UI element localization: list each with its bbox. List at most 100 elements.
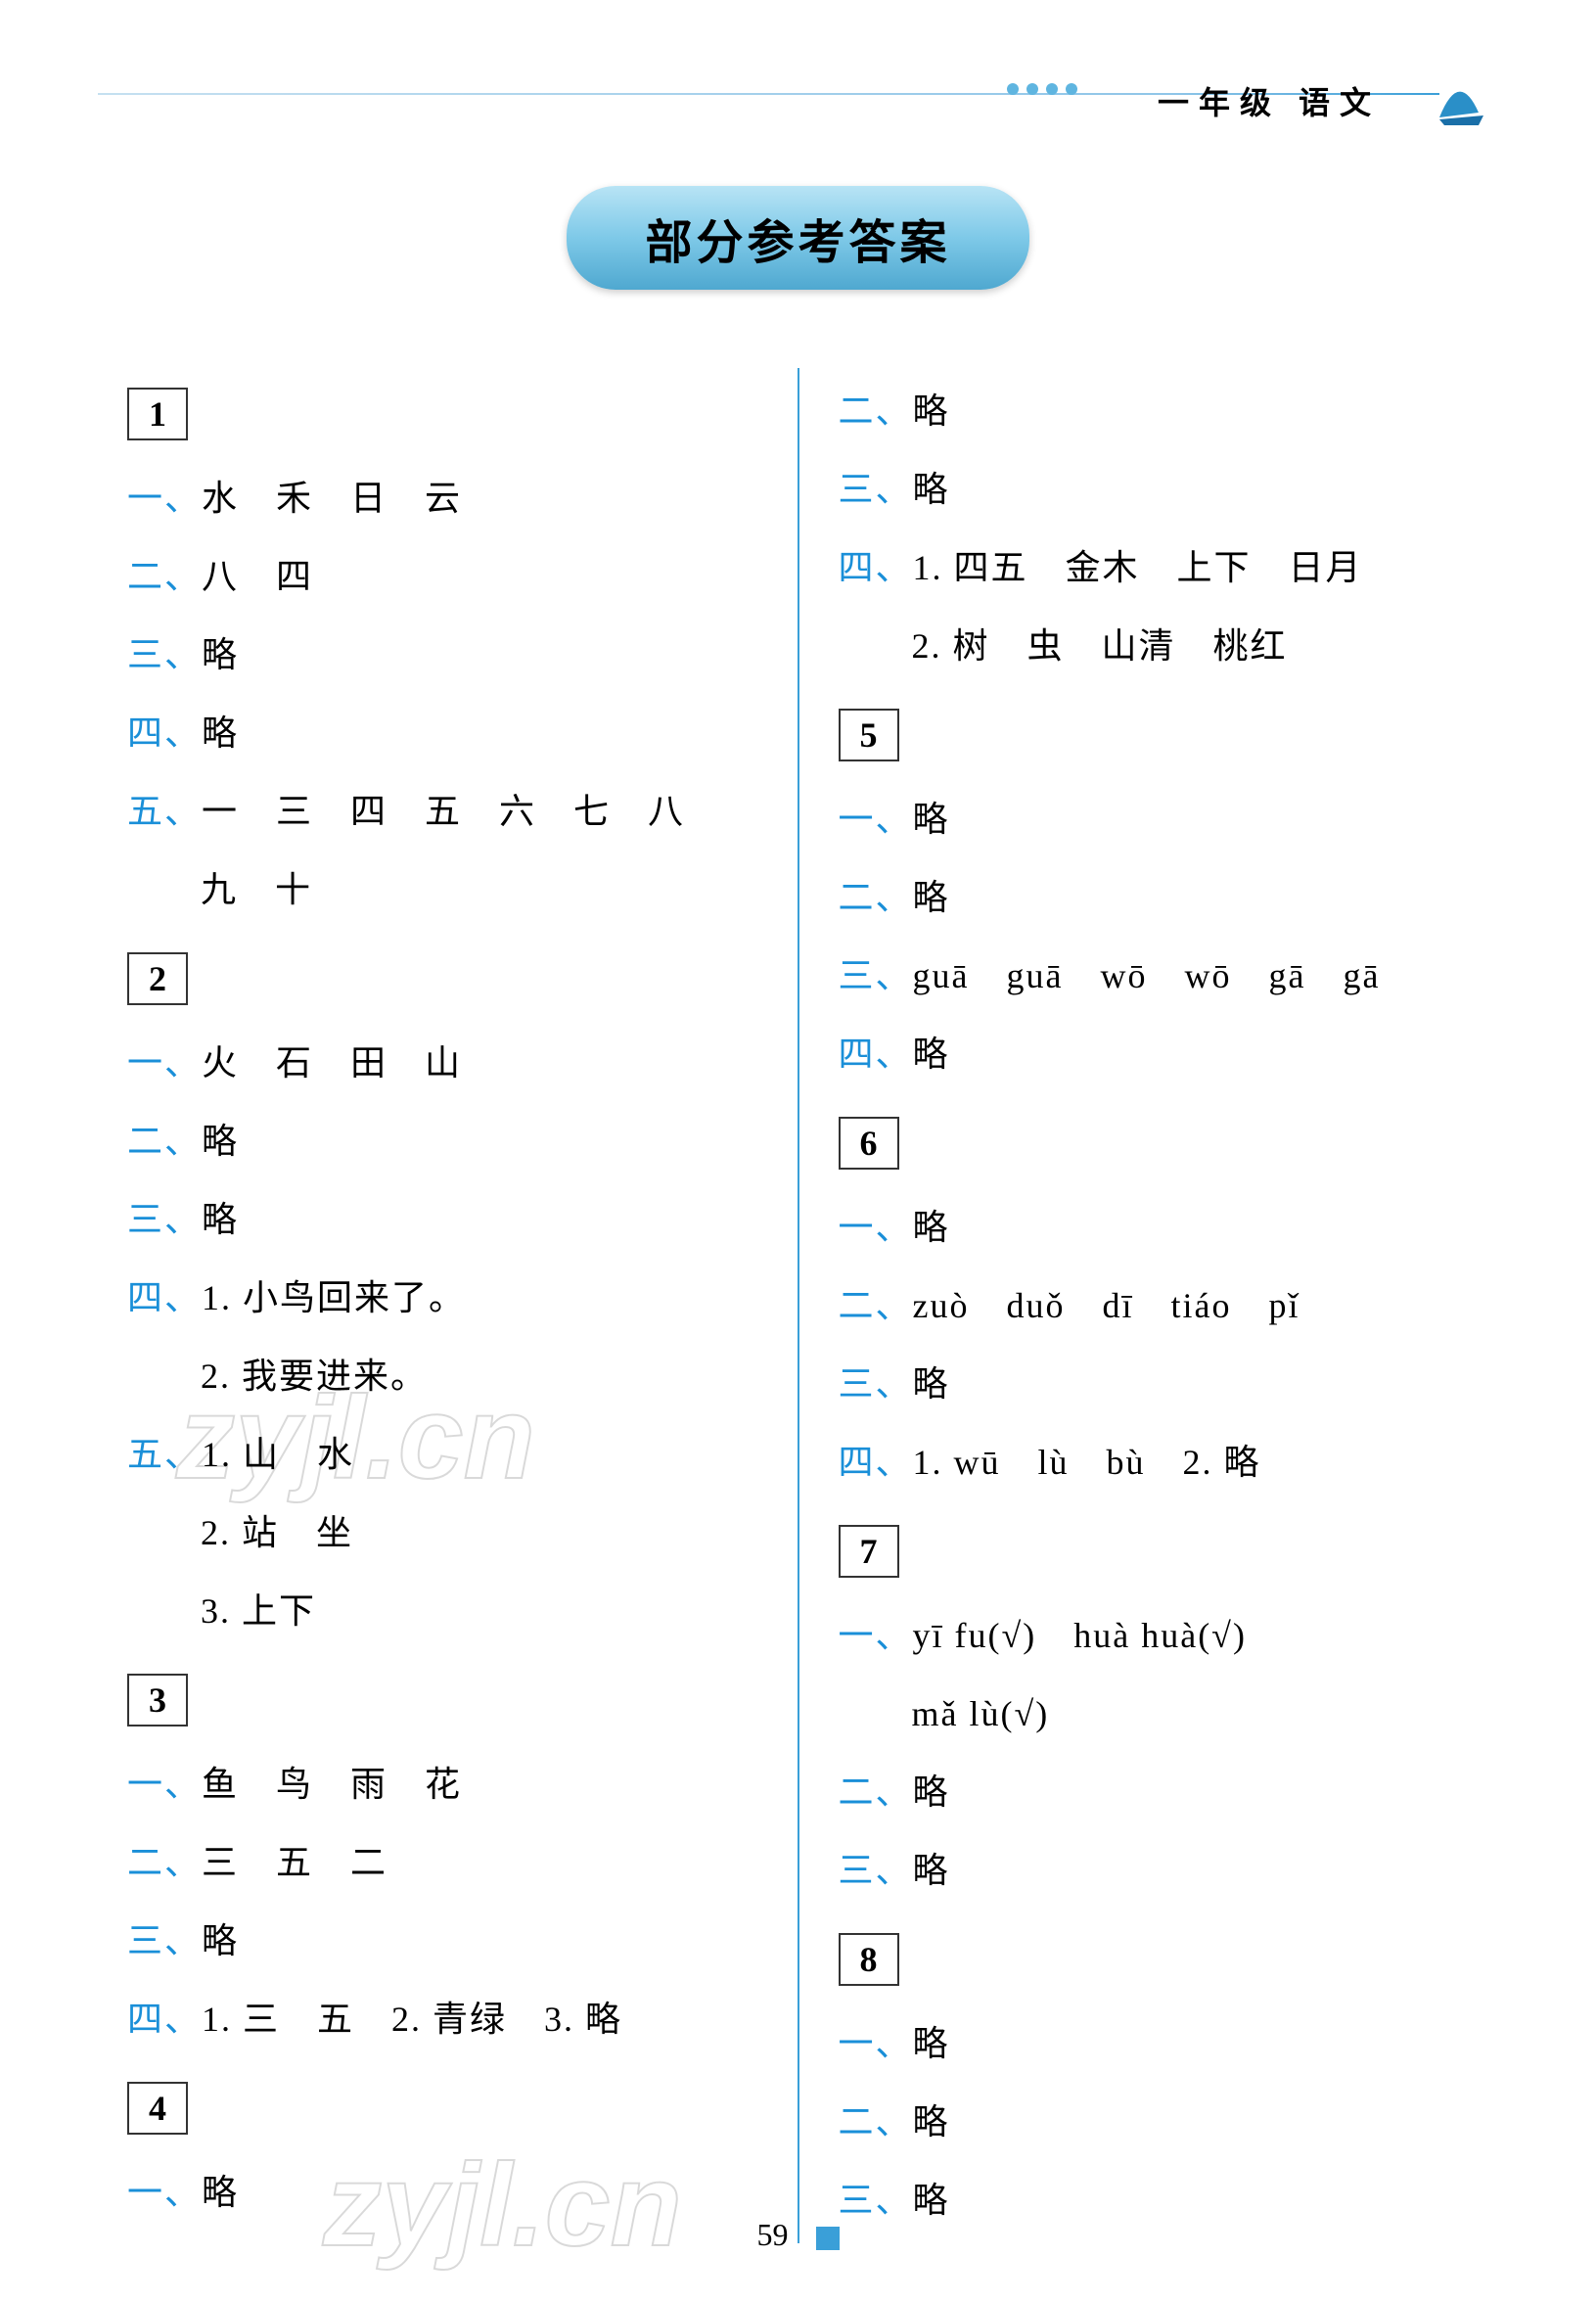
answer-line: 二、略 [839, 862, 1470, 933]
answer-line: 一、略 [127, 2157, 758, 2228]
answer-text: 略 [202, 635, 239, 674]
answer-line: 四、略 [839, 1019, 1470, 1089]
item-number: 二、 [127, 1122, 202, 1161]
answer-line: 三、guā guā wō wō gā gā [839, 941, 1470, 1011]
answer-text: yī fu(√) huà huà(√) [913, 1616, 1247, 1655]
item-number: 一、 [127, 479, 202, 518]
answer-text: 略 [913, 2024, 950, 2063]
answer-line: 2. 站 坐 [127, 1497, 758, 1568]
answer-line: 四、1. 三 五 2. 青绿 3. 略 [127, 1984, 758, 2054]
section-number: 4 [127, 2082, 188, 2135]
item-number: 四、 [839, 1443, 913, 1482]
item-number: 一、 [127, 1765, 202, 1804]
page-title: 部分参考答案 [645, 217, 950, 269]
answer-line: 四、1. 小鸟回来了。 [127, 1263, 758, 1333]
answer-text: 2. 树 虫 山清 桃红 [912, 626, 1288, 666]
content-area: 1一、水 禾 日 云二、八 四三、略四、略五、一 三 四 五 六 七 八九 十2… [98, 368, 1498, 2243]
answer-line: 九 十 [127, 854, 758, 925]
answer-line: 二、八 四 [127, 541, 758, 612]
answer-text: 略 [913, 1035, 950, 1074]
sail-icon [1430, 59, 1488, 127]
answer-line: 三、略 [839, 2165, 1470, 2235]
answer-text: 略 [202, 1122, 239, 1161]
answer-text: mǎ lù(√) [912, 1694, 1050, 1733]
item-number: 四、 [127, 1278, 202, 1317]
answer-text: 八 四 [202, 557, 313, 596]
answer-text: 略 [913, 800, 950, 839]
item-number: 五、 [127, 1435, 202, 1474]
answer-text: 略 [913, 2181, 950, 2220]
answer-line: 二、三 五 二 [127, 1827, 758, 1898]
item-number: 一、 [839, 1616, 913, 1655]
section-number: 6 [839, 1117, 899, 1170]
page-header: 一年级 语文 [98, 49, 1498, 147]
title-container: 部分参考答案 [98, 186, 1498, 290]
answer-text: 略 [202, 714, 239, 753]
answer-line: 二、略 [839, 2087, 1470, 2157]
answer-text: 1. 三 五 2. 青绿 3. 略 [202, 2000, 622, 2039]
section-number: 2 [127, 952, 188, 1005]
page-marker-icon [816, 2227, 840, 2250]
answer-line: 二、zuò duǒ dī tiáo pǐ [839, 1270, 1470, 1341]
answer-text: 略 [913, 1208, 950, 1247]
answer-line: 五、一 三 四 五 六 七 八 [127, 776, 758, 847]
item-number: 三、 [839, 2181, 913, 2220]
header-grade-subject: 一年级 语文 [1158, 78, 1381, 123]
answer-text: 1. 山 水 [202, 1435, 354, 1474]
item-number: 一、 [839, 1208, 913, 1247]
answer-line: 三、略 [839, 1835, 1470, 1906]
item-number: 五、 [127, 792, 202, 831]
answer-text: 略 [913, 391, 950, 431]
section-number: 8 [839, 1933, 899, 1986]
right-column: 二、略三、略四、1. 四五 金木 上下 日月2. 树 虫 山清 桃红5一、略二、… [809, 368, 1499, 2243]
item-number: 三、 [839, 956, 913, 995]
answer-text: zuò duǒ dī tiáo pǐ [913, 1286, 1300, 1325]
answer-line: 一、yī fu(√) huà huà(√) [839, 1600, 1470, 1671]
answer-text: 略 [202, 1921, 239, 1960]
section-number: 5 [839, 709, 899, 761]
item-number: 一、 [839, 2024, 913, 2063]
answer-line: 四、1. wū lù bù 2. 略 [839, 1427, 1470, 1497]
answer-line: 一、火 石 田 山 [127, 1028, 758, 1098]
section-number: 1 [127, 388, 188, 440]
column-divider [798, 368, 799, 2243]
answer-text: 水 禾 日 云 [202, 479, 462, 518]
header-dots [1007, 83, 1077, 95]
item-number: 一、 [127, 2173, 202, 2212]
answer-line: 四、略 [127, 698, 758, 768]
answer-text: 3. 上下 [201, 1591, 316, 1631]
item-number: 三、 [839, 1851, 913, 1890]
answer-text: 鱼 鸟 雨 花 [202, 1765, 462, 1804]
answer-text: 火 石 田 山 [202, 1043, 462, 1082]
item-number: 二、 [127, 1843, 202, 1882]
answer-line: 一、略 [839, 784, 1470, 854]
answer-line: 二、略 [839, 1757, 1470, 1827]
item-number: 二、 [127, 557, 202, 596]
answer-line: 一、略 [839, 2008, 1470, 2079]
answer-text: 略 [913, 470, 950, 509]
answer-text: 2. 站 坐 [201, 1513, 353, 1552]
item-number: 四、 [839, 1035, 913, 1074]
item-number: 二、 [839, 391, 913, 431]
item-number: 四、 [127, 2000, 202, 2039]
answer-text: 九 十 [201, 870, 312, 909]
answer-text: 1. wū lù bù 2. 略 [913, 1443, 1261, 1482]
answer-line: 一、略 [839, 1192, 1470, 1263]
answer-line: 二、略 [127, 1106, 758, 1176]
answer-line: 一、水 禾 日 云 [127, 463, 758, 533]
answer-text: 一 三 四 五 六 七 八 [202, 792, 685, 831]
section-number: 3 [127, 1674, 188, 1726]
item-number: 二、 [839, 878, 913, 917]
answer-text: guā guā wō wō gā gā [913, 956, 1381, 995]
item-number: 三、 [127, 635, 202, 674]
answer-text: 三 五 二 [202, 1843, 388, 1882]
answer-line: 3. 上下 [127, 1576, 758, 1646]
item-number: 二、 [839, 1286, 913, 1325]
grade-label: 一年级 [1158, 85, 1281, 120]
answer-line: 三、略 [127, 1184, 758, 1255]
answer-line: 一、鱼 鸟 雨 花 [127, 1749, 758, 1819]
answer-line: 2. 树 虫 山清 桃红 [839, 611, 1470, 681]
item-number: 三、 [127, 1921, 202, 1960]
answer-line: 三、略 [127, 1906, 758, 1976]
item-number: 二、 [839, 2102, 913, 2141]
